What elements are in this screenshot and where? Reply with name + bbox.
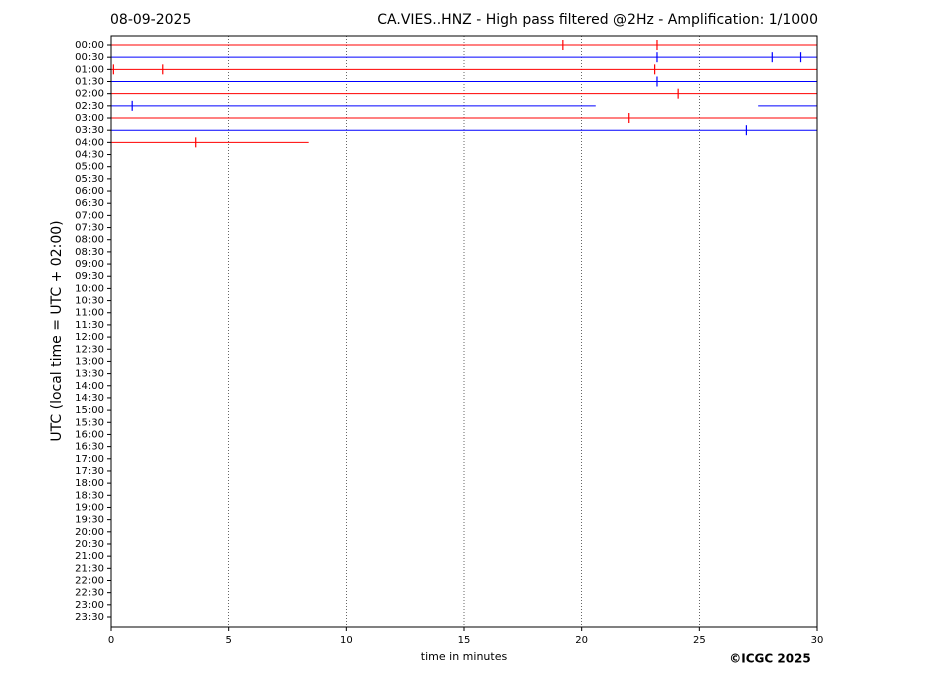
y-tick-label: 23:30 (75, 612, 104, 623)
y-tick-label: 07:00 (75, 210, 104, 221)
y-tick-label: 13:30 (75, 369, 104, 380)
y-tick-label: 08:00 (75, 235, 104, 246)
y-tick-label: 22:00 (75, 575, 104, 586)
y-tick-label: 10:30 (75, 296, 104, 307)
y-tick-label: 23:00 (75, 600, 104, 611)
y-tick-label: 14:00 (75, 381, 104, 392)
x-axis-label: time in minutes (421, 650, 508, 663)
date: 08-09-2025 (110, 12, 191, 28)
y-tick-label: 01:00 (75, 64, 104, 75)
y-tick-label: 01:30 (75, 77, 104, 88)
y-tick-label: 04:00 (75, 137, 104, 148)
y-tick-label: 18:00 (75, 478, 104, 489)
y-tick-label: 14:30 (75, 393, 104, 404)
chart-title: CA.VIES..HNZ - High pass filtered @2Hz -… (377, 12, 818, 28)
copyright: ©ICGC 2025 (729, 652, 811, 666)
x-tick-label: 0 (108, 635, 114, 646)
y-tick-label: 12:00 (75, 332, 104, 343)
y-tick-label: 02:30 (75, 101, 104, 112)
y-tick-label: 20:00 (75, 527, 104, 538)
y-tick-label: 05:00 (75, 162, 104, 173)
y-tick-label: 16:00 (75, 429, 104, 440)
y-tick-label: 15:00 (75, 405, 104, 416)
y-tick-label: 15:30 (75, 417, 104, 428)
y-tick-label: 21:30 (75, 563, 104, 574)
y-axis-label: UTC (local time = UTC + 02:00) (49, 220, 65, 441)
x-tick-label: 20 (575, 635, 588, 646)
y-tick-label: 12:30 (75, 344, 104, 355)
y-tick-label: 13:00 (75, 356, 104, 367)
y-tick-label: 06:30 (75, 198, 104, 209)
x-tick-label: 10 (340, 635, 353, 646)
y-tick-label: 00:30 (75, 52, 104, 63)
y-tick-label: 05:30 (75, 174, 104, 185)
y-tick-label: 11:30 (75, 320, 104, 331)
y-tick-label: 03:00 (75, 113, 104, 124)
y-tick-label: 21:00 (75, 551, 104, 562)
y-tick-label: 20:30 (75, 539, 104, 550)
y-tick-label: 08:30 (75, 247, 104, 258)
y-tick-label: 19:30 (75, 515, 104, 526)
plot-frame (110, 35, 818, 628)
y-tick-label: 02:00 (75, 89, 104, 100)
y-tick-label: 16:30 (75, 442, 104, 453)
y-tick-label: 06:00 (75, 186, 104, 197)
x-tick-label: 30 (811, 635, 824, 646)
x-tick-label: 15 (458, 635, 471, 646)
y-tick-label: 17:00 (75, 454, 104, 465)
y-tick-label: 07:30 (75, 223, 104, 234)
y-tick-label: 22:30 (75, 588, 104, 599)
y-tick-label: 00:00 (75, 40, 104, 51)
x-tick-label: 25 (693, 635, 706, 646)
y-tick-label: 10:00 (75, 283, 104, 294)
y-tick-label: 09:30 (75, 271, 104, 282)
y-tick-label: 11:00 (75, 308, 104, 319)
x-tick-label: 5 (225, 635, 231, 646)
y-tick-label: 09:00 (75, 259, 104, 270)
y-tick-label: 17:30 (75, 466, 104, 477)
y-tick-label: 18:30 (75, 490, 104, 501)
y-tick-label: 04:30 (75, 150, 104, 161)
y-tick-label: 03:30 (75, 125, 104, 136)
y-tick-label: 19:00 (75, 502, 104, 513)
